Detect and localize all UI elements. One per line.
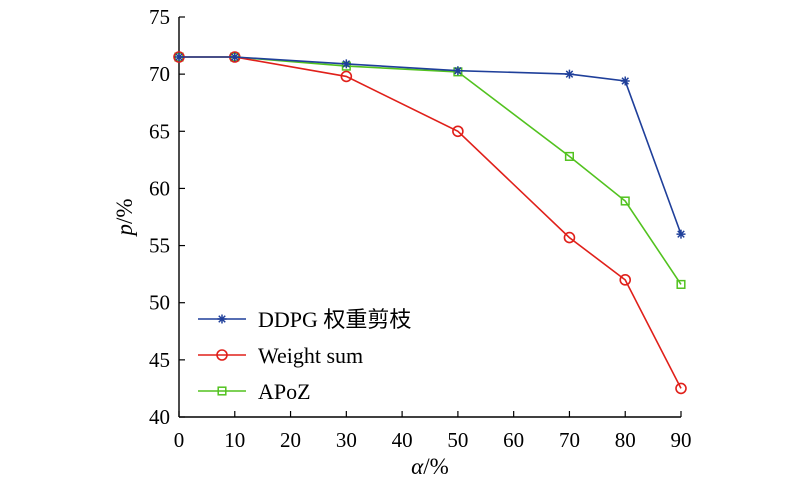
series-layer: [173, 51, 687, 395]
asterisk-stroke: [175, 53, 183, 61]
square-marker: [217, 386, 227, 396]
asterisk-stroke: [621, 77, 629, 85]
y-tick-label: 65: [149, 119, 170, 143]
asterisk-marker: [230, 52, 240, 62]
asterisk-marker: [341, 59, 351, 69]
circle-marker: [563, 231, 576, 244]
legend-item: DDPG 权重剪枝: [198, 307, 411, 332]
series-line: [179, 56, 682, 285]
square-marker: [620, 196, 630, 206]
series-line: [179, 56, 682, 389]
x-axis-symbol: α: [411, 454, 424, 479]
axes: 0 10 20 30 40 50 60 70 80 904045505560657075α/%p/…: [112, 5, 692, 479]
x-tick-label: 0: [174, 428, 185, 452]
square-marker: [564, 151, 574, 161]
legend-label: Weight sum: [258, 343, 363, 368]
asterisk-stroke: [454, 66, 462, 75]
x-tick-label: 50: [447, 428, 468, 452]
x-tick-label: 80: [615, 428, 636, 452]
y-tick-label: 40: [149, 405, 170, 429]
x-tick-label: 40: [392, 428, 413, 452]
x-axis-unit: /%: [423, 454, 449, 479]
series-circle: [173, 51, 687, 395]
asterisk-marker: [174, 52, 184, 62]
asterisk-stroke: [565, 70, 574, 78]
y-tick-label: 45: [149, 348, 170, 372]
circle-marker: [216, 349, 228, 361]
x-tick-label: 90: [671, 428, 692, 452]
y-tick-label: 60: [149, 176, 170, 200]
circle-marker: [340, 70, 353, 83]
y-tick-label: 75: [149, 5, 170, 29]
y-axis-unit: /%: [112, 198, 137, 224]
series-asterisk: [174, 52, 686, 239]
y-tick-label: 55: [149, 234, 170, 258]
asterisk-stroke: [677, 230, 685, 238]
circle-marker: [675, 382, 687, 395]
asterisk-stroke: [218, 315, 226, 323]
circle-marker: [619, 274, 632, 286]
x-tick-label: 70: [559, 428, 580, 452]
x-axis-title: α/%: [411, 454, 449, 479]
y-tick-label: 70: [149, 62, 170, 86]
asterisk-marker: [453, 66, 463, 76]
asterisk-marker: [620, 76, 630, 86]
y-axis-title: p/%: [112, 198, 137, 237]
circle-marker: [452, 125, 464, 138]
x-tick-label: 30: [336, 428, 357, 452]
asterisk-stroke: [231, 53, 239, 61]
legend-item: Weight sum: [198, 343, 363, 368]
legend-item: APoZ: [198, 379, 311, 404]
x-tick-label: 60: [503, 428, 524, 452]
legend-label: DDPG 权重剪枝: [258, 307, 411, 332]
x-tick-label: 10: [224, 428, 245, 452]
asterisk-marker: [676, 229, 686, 239]
asterisk-stroke: [342, 60, 351, 68]
square-marker: [676, 279, 686, 289]
x-tick-label: 20: [280, 428, 301, 452]
legend: DDPG 权重剪枝 Weight sum APoZ: [198, 307, 411, 404]
y-tick-label: 50: [149, 291, 170, 315]
legend-label: APoZ: [258, 379, 311, 404]
y-axis-symbol: p: [112, 224, 137, 238]
asterisk-marker: [564, 69, 574, 79]
series-line: [179, 56, 682, 235]
asterisk-marker: [217, 314, 227, 324]
series-square: [174, 52, 686, 289]
